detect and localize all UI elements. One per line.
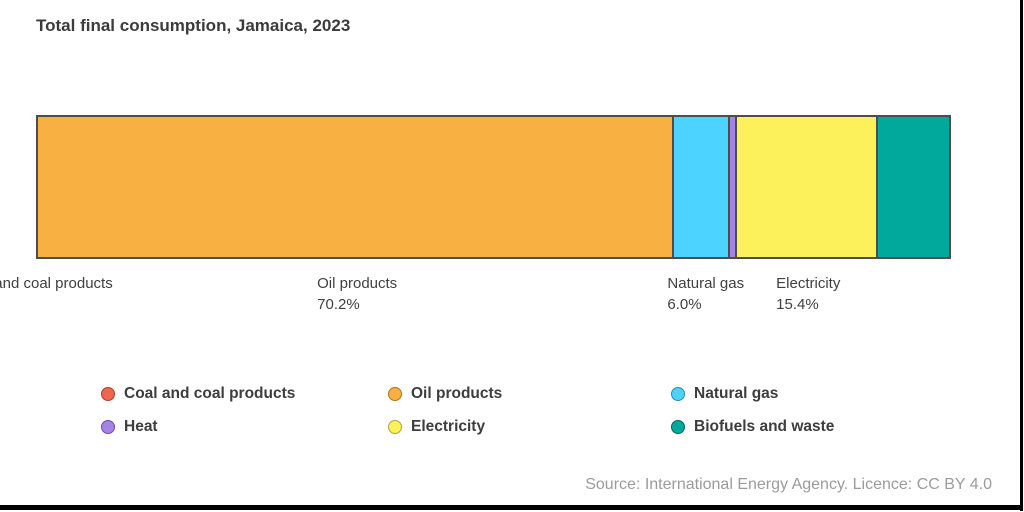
biofuels-legend-dot-icon [671,420,685,434]
bar-segment-heat[interactable] [729,116,736,258]
legend-label: Heat [124,418,158,435]
legend-item-oil[interactable]: Oil products [388,385,502,403]
legend-label: Electricity [411,418,486,435]
natural-gas-legend-dot-icon [671,387,685,401]
segment-label-natural-gas: Natural gas 6.0% [667,273,744,315]
legend-item-coal[interactable]: Coal and coal products [101,385,295,403]
segment-label-percent: 6.0% [667,296,702,313]
stacked-bar [36,115,951,259]
coal-legend-dot-icon [101,387,115,401]
legend-item-electricity[interactable]: Electricity [388,418,485,436]
segment-label-name: Electricity [776,275,841,292]
electricity-legend-dot-icon [388,420,402,434]
window-border-right [1020,0,1023,511]
source-attribution: Source: International Energy Agency. Lic… [585,476,992,493]
heat-legend-dot-icon [101,420,115,434]
segment-label-percent: 15.4% [776,296,819,313]
legend-item-natural-gas[interactable]: Natural gas [671,385,778,403]
legend-label: Oil products [411,385,503,402]
legend-label: Coal and coal products [124,385,296,402]
segment-label-percent: 70.2% [317,296,360,313]
oil-legend-dot-icon [388,387,402,401]
legend-item-heat[interactable]: Heat [101,418,158,436]
window-border-bottom [0,505,1023,510]
legend-item-biofuels[interactable]: Biofuels and waste [671,418,834,436]
segment-label-name: Coal and coal products [0,275,113,292]
bar-segment-natural-gas[interactable] [672,116,730,258]
legend-label: Biofuels and waste [694,418,835,435]
segment-labels-layer: Coal and coal products Oil products 70.2% N… [0,273,951,321]
legend-label: Natural gas [694,385,779,402]
segment-label-oil: Oil products 70.2% [317,273,397,315]
segment-label-name: Oil products [317,275,398,292]
segment-label-coal: Coal and coal products [0,273,113,294]
bar-segment-oil[interactable] [37,116,673,258]
segment-label-name: Natural gas [667,275,745,292]
bar-segment-electricity[interactable] [735,116,877,258]
chart-title: Total final consumption, Jamaica, 2023 [36,16,351,35]
bar-segment-biofuels[interactable] [876,116,951,258]
segment-label-electricity: Electricity 15.4% [776,273,840,315]
